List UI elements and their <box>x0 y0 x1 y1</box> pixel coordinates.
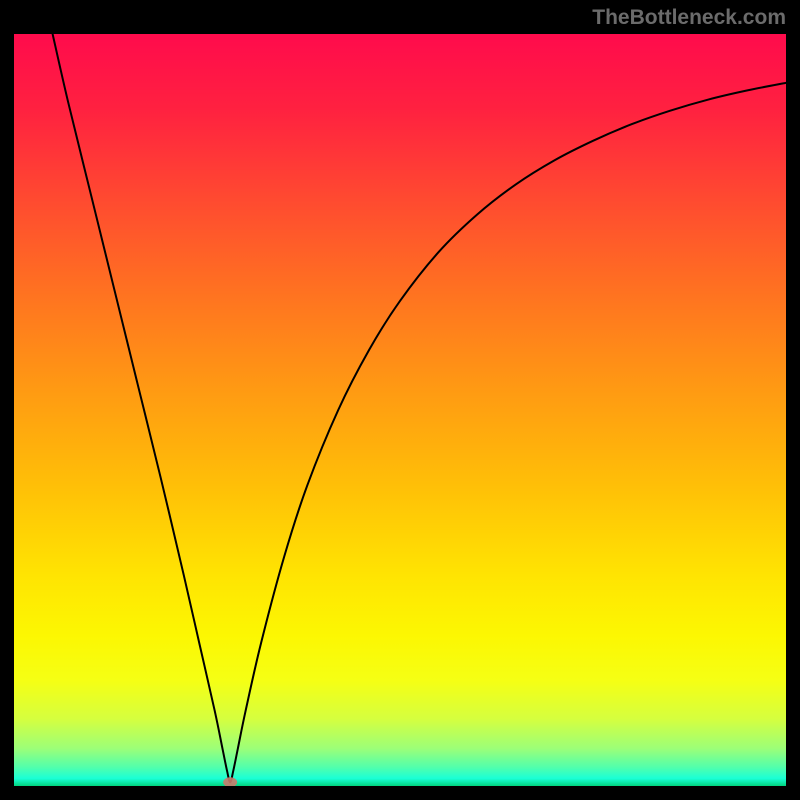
chart-svg <box>14 34 786 786</box>
watermark-text: TheBottleneck.com <box>592 6 786 30</box>
chart-frame: TheBottleneck.com <box>0 0 800 800</box>
plot-area <box>14 34 786 786</box>
gradient-background <box>14 34 786 786</box>
